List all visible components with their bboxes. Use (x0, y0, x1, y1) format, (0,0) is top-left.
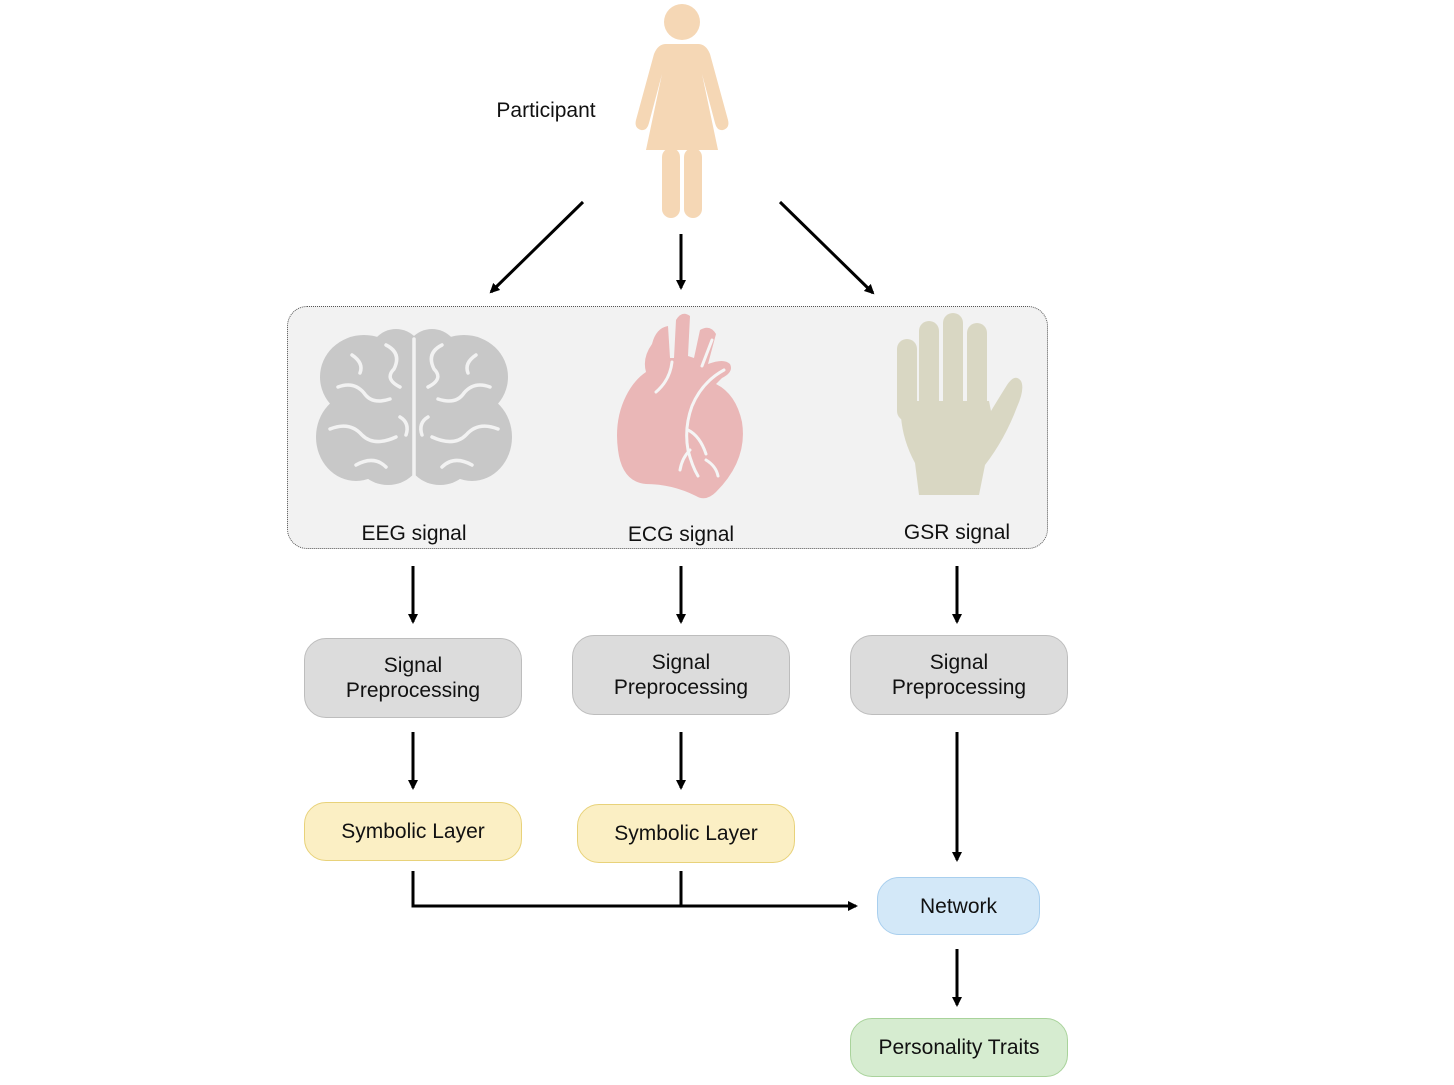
ecg-signal-label: ECG signal (627, 523, 735, 546)
person-icon (635, 4, 729, 218)
preprocessing-line1: Signal (651, 651, 711, 674)
symbolic-layer-label: Symbolic Layer (614, 822, 758, 845)
symbolic-layer-label: Symbolic Layer (341, 820, 485, 843)
gsr-preprocessing-box: Signal Preprocessing (850, 635, 1068, 715)
arrow-participant-eeg (489, 200, 585, 294)
arrow-participant-gsr (778, 200, 875, 295)
gsr-signal-label: GSR signal (903, 521, 1011, 544)
eeg-symbolic-layer-box: Symbolic Layer (304, 802, 522, 861)
ecg-preprocessing-box: Signal Preprocessing (572, 635, 790, 715)
hand-icon (897, 313, 1023, 495)
preprocessing-line1: Signal (929, 651, 989, 674)
preprocessing-line1: Signal (383, 654, 443, 677)
eeg-preprocessing-box: Signal Preprocessing (304, 638, 522, 718)
personality-traits-box: Personality Traits (850, 1018, 1068, 1077)
network-label: Network (919, 894, 998, 918)
eeg-signal-label: EEG signal (361, 522, 467, 545)
ecg-symbolic-layer-box: Symbolic Layer (577, 804, 795, 863)
preprocessing-line2: Preprocessing (345, 679, 481, 702)
personality-traits-label: Personality Traits (878, 1036, 1040, 1059)
network-box: Network (877, 877, 1040, 935)
preprocessing-line2: Preprocessing (613, 676, 749, 699)
brain-icon (316, 329, 512, 485)
connector-eeg-symbolic-merge (411, 871, 681, 908)
participant-label: Participant (496, 99, 596, 122)
preprocessing-line2: Preprocessing (891, 676, 1027, 699)
heart-icon (617, 313, 743, 499)
